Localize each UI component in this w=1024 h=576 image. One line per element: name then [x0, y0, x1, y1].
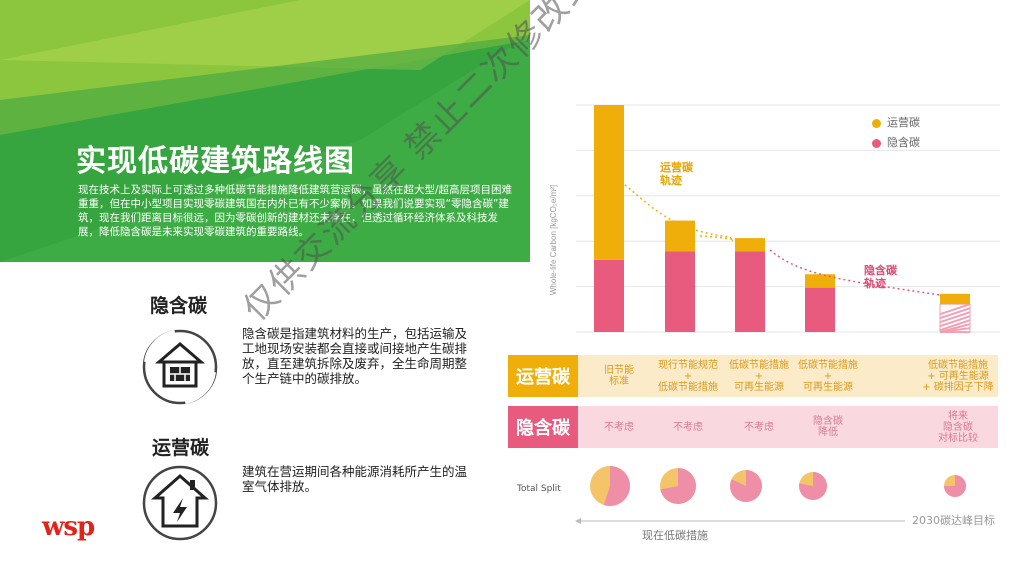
bar-operational — [735, 238, 765, 252]
embodied-row: 隐含碳 不考虑 不考虑 不考虑 隐含碳 降低 将来 隐含碳 对标比较 — [508, 406, 998, 448]
house-lightning-icon — [135, 458, 225, 552]
bar-embodied — [594, 259, 624, 332]
embodied-row-label: 隐含碳 — [508, 406, 578, 448]
intro-text: 现在技术上及实际上可透过多种低碳节能措施降低建筑营运碳，虽然在超大型/超高层项目… — [78, 184, 513, 238]
bar-operational — [805, 274, 835, 288]
hero-background — [0, 0, 530, 262]
pie-embodied — [944, 475, 966, 497]
operational-row-label: 运营碳 — [508, 355, 578, 397]
embodied-trajectory-label: 隐含碳 轨迹 — [864, 264, 897, 290]
operational-text: 建筑在营运期间各种能源消耗所产生的温室气体排放。 — [242, 464, 468, 494]
legend: 运营碳 隐含碳 — [872, 114, 920, 150]
embodied-title: 隐含碳 — [150, 295, 208, 317]
operational-title: 运营碳 — [152, 437, 210, 459]
page-title: 实现低碳建筑路线图 — [76, 144, 355, 179]
embodied-text: 隐含碳是指建筑材料的生产，包括运输及工地现场安装都会直接或间接地产生碳排放，直至… — [242, 326, 468, 386]
timeline-arrow — [575, 518, 905, 524]
bar-embodied — [735, 251, 765, 332]
hatch-line — [939, 303, 971, 316]
hatch-line — [939, 315, 971, 328]
bar-embodied — [805, 287, 835, 332]
pie-embodied — [660, 468, 696, 504]
table-cell: 低碳节能措施 + 可再生能源 + 碳排因子下降 — [922, 359, 994, 393]
bar-operational — [594, 105, 624, 260]
trajectory-arrow-1 — [624, 184, 731, 238]
trajectory-arrow-2 — [769, 249, 941, 296]
table-cell: 将来 隐含碳 对标比较 — [938, 410, 978, 444]
footer-right-label: 2030碳达峰目标 — [912, 514, 995, 527]
table-cell: 不考虑 — [604, 421, 634, 433]
table-cell: 现行节能规范 + 低碳节能措施 — [658, 359, 718, 393]
bar-operational — [940, 293, 970, 305]
hero-banner: 实现低碳建筑路线图 现在技术上及实际上可透过多种低碳节能措施降低建筑营运碳，虽然… — [0, 0, 530, 262]
legend-item-operational: 运营碳 — [872, 114, 920, 130]
table-cell: 旧节能 标准 — [604, 365, 634, 387]
hatch-line — [939, 311, 971, 324]
carbon-bar-chart: Whole-life Carbon [kgCO₂e/m²] — [549, 104, 1000, 334]
table-cell: 隐含碳 降低 — [813, 416, 843, 438]
table-cell: 不考虑 — [744, 421, 774, 433]
operational-trajectory-label: 运营碳 轨迹 — [660, 161, 693, 187]
bar-embodied — [665, 251, 695, 332]
total-split-pies — [590, 466, 966, 506]
y-axis-label: Whole-life Carbon [kgCO₂e/m²] — [549, 185, 558, 295]
pie-embodied — [603, 466, 630, 506]
house-bricks-cycle-icon — [135, 322, 225, 416]
table-cell: 低碳节能措施 + 可再生能源 — [798, 359, 858, 393]
table-cell: 低碳节能措施 + 可再生能源 — [729, 359, 789, 393]
bar-operational — [665, 220, 695, 252]
pie-embodied — [799, 472, 827, 500]
wsp-logo: wsp — [42, 512, 95, 542]
hatch-line — [939, 307, 971, 320]
footer-left-label: 现在低碳措施 — [642, 529, 708, 542]
total-split-label: Total Split — [517, 484, 561, 494]
operational-row: 运营碳 旧节能 标准 现行节能规范 + 低碳节能措施 低碳节能措施 + 可再生能源低… — [508, 355, 998, 397]
pie-embodied — [730, 470, 762, 502]
table-cell: 不考虑 — [673, 421, 703, 433]
legend-item-embodied: 隐含碳 — [872, 134, 920, 150]
hatch-line — [939, 319, 971, 332]
